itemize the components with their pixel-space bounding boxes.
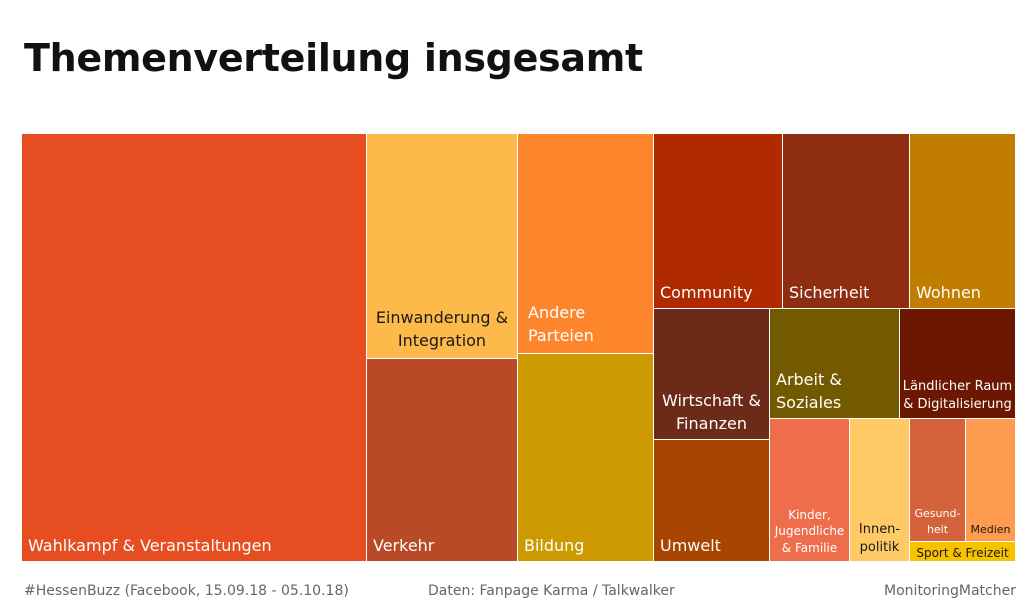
tile-sport: Sport & Freizeit — [910, 542, 1016, 562]
tile-label: Kinder, Jugendliche & Familie — [774, 507, 845, 556]
tile-label: Community — [660, 282, 753, 302]
tile-kinder: Kinder, Jugendliche & Familie — [770, 419, 850, 562]
tile-label: Gesund-heit — [914, 507, 961, 536]
tile-andere-parteien: Andere Parteien — [518, 134, 654, 354]
treemap: Wahlkampf & Veranstaltungen Einwanderung… — [22, 134, 1016, 562]
tile-label: Sicherheit — [789, 282, 870, 302]
tile-label: Verkehr — [373, 535, 435, 555]
tile-community: Community — [654, 134, 783, 309]
tile-arbeit: Arbeit & Soziales — [770, 309, 900, 419]
footer-source: #HessenBuzz (Facebook, 15.09.18 - 05.10.… — [24, 583, 349, 599]
tile-label: Umwelt — [660, 535, 721, 555]
tile-innenpolitik: Innen-politik — [850, 419, 910, 562]
tile-label: Einwanderung & Integration — [375, 308, 509, 350]
tile-label: Andere Parteien — [528, 303, 594, 345]
tile-label: Wohnen — [916, 282, 981, 302]
chart-title: Themenverteilung insgesamt — [24, 36, 643, 80]
tile-laendlicher-raum: Ländlicher Raum & Digitalisierung — [900, 309, 1016, 419]
tile-label: Wahlkampf & Veranstaltungen — [28, 535, 272, 555]
tile-bildung: Bildung — [518, 354, 654, 562]
tile-verkehr: Verkehr — [367, 359, 518, 562]
tile-label: Medien — [970, 522, 1011, 536]
tile-label: Ländlicher Raum & Digitalisierung — [902, 378, 1013, 412]
tile-label: Arbeit & Soziales — [776, 370, 842, 412]
tile-sicherheit: Sicherheit — [783, 134, 910, 309]
tile-label: Bildung — [524, 535, 585, 555]
tile-medien: Medien — [966, 419, 1016, 542]
tile-einwanderung: Einwanderung & Integration — [367, 134, 518, 359]
tile-label: Innen-politik — [858, 521, 901, 555]
tile-wohnen: Wohnen — [910, 134, 1016, 309]
tile-umwelt: Umwelt — [654, 440, 770, 562]
tile-gesundheit: Gesund-heit — [910, 419, 966, 542]
footer-brand: MonitoringMatcher — [884, 583, 1016, 599]
tile-label: Sport & Freizeit — [916, 545, 1009, 560]
tile-wahlkampf: Wahlkampf & Veranstaltungen — [22, 134, 367, 562]
tile-label: Wirtschaft & Finanzen — [661, 391, 762, 433]
footer-data: Daten: Fanpage Karma / Talkwalker — [428, 583, 675, 599]
tile-wirtschaft: Wirtschaft & Finanzen — [654, 309, 770, 440]
